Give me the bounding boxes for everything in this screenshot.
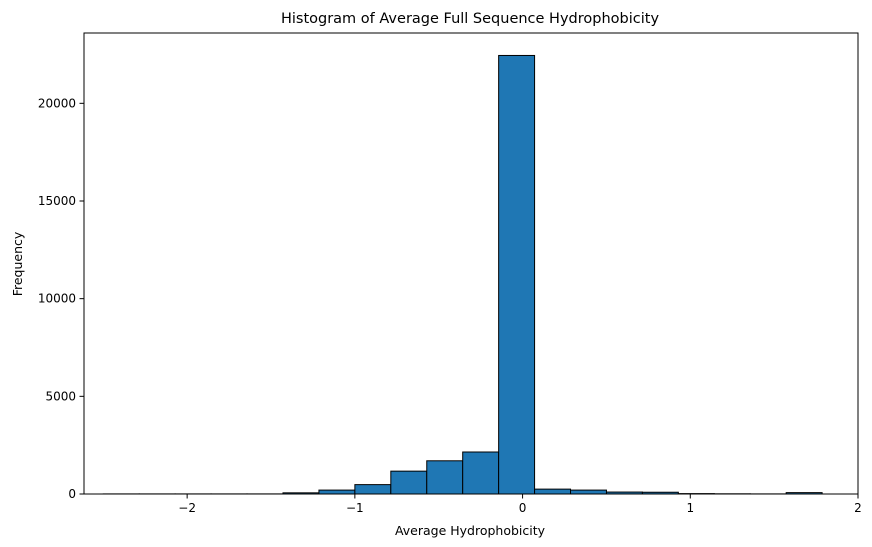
y-tick-label: 10000 bbox=[38, 292, 76, 306]
x-tick-label: 1 bbox=[686, 501, 694, 515]
histogram-bar bbox=[426, 460, 464, 495]
y-tick-label: 20000 bbox=[38, 96, 76, 110]
histogram-bar bbox=[534, 488, 572, 495]
y-axis-ticks: 0 5000 10000 15000 20000 bbox=[38, 96, 84, 501]
histogram-bars bbox=[102, 54, 823, 495]
y-tick-label: 5000 bbox=[45, 389, 76, 403]
x-axis-label: Average Hydrophobicity bbox=[395, 523, 546, 538]
x-tick-label: 0 bbox=[519, 501, 527, 515]
chart-title: Histogram of Average Full Sequence Hydro… bbox=[281, 11, 659, 27]
plot-frame bbox=[83, 32, 859, 495]
y-tick-label: 15000 bbox=[38, 194, 76, 208]
histogram-bar bbox=[390, 470, 428, 495]
histogram-bar bbox=[570, 489, 607, 495]
histogram-bar bbox=[462, 451, 500, 495]
y-tick-label: 0 bbox=[68, 487, 76, 501]
y-axis-label: Frequency bbox=[10, 231, 25, 296]
x-tick-label: 2 bbox=[854, 501, 862, 515]
x-tick-label: −1 bbox=[346, 501, 364, 515]
x-tick-label: −2 bbox=[178, 501, 196, 515]
histogram-bar bbox=[318, 489, 356, 495]
x-axis-ticks: −2 −1 0 1 2 bbox=[178, 494, 862, 515]
histogram-bar bbox=[498, 54, 536, 495]
histogram-bar bbox=[354, 484, 392, 495]
